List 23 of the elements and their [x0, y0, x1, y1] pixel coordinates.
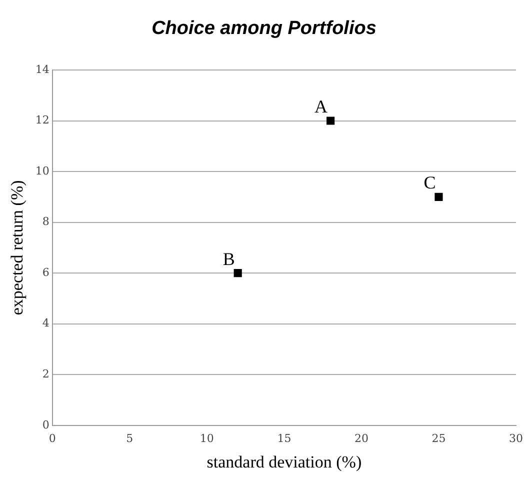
x-tick-label: 10 — [200, 432, 214, 445]
annotation: B — [222, 248, 235, 269]
annotation: C — [424, 172, 436, 193]
x-tick-label: 5 — [126, 432, 134, 445]
y-tick-label: 4 — [42, 316, 50, 330]
y-axis-title: expected return (%) — [8, 180, 27, 316]
x-tick-label: 25 — [432, 432, 446, 445]
point — [234, 269, 242, 278]
y-tick-label: 8 — [42, 215, 50, 228]
point — [326, 116, 335, 125]
point — [434, 192, 443, 201]
y-tick-label: 6 — [42, 266, 50, 279]
x-axis-title: standard deviation (%) — [206, 452, 362, 472]
y-tick-label: 14 — [35, 62, 50, 76]
y-tick-label: 10 — [35, 164, 50, 178]
x-tick-label: 20 — [354, 432, 368, 445]
x-tick-label: 15 — [277, 432, 292, 445]
chart-title: Choice among Portfolios — [150, 18, 378, 40]
y-tick-label: 2 — [42, 367, 50, 380]
y-tick-label: 12 — [35, 114, 50, 127]
y-tick-label: 0 — [42, 418, 50, 432]
annotation: A — [314, 96, 328, 117]
x-tick-label: 30 — [509, 432, 523, 445]
